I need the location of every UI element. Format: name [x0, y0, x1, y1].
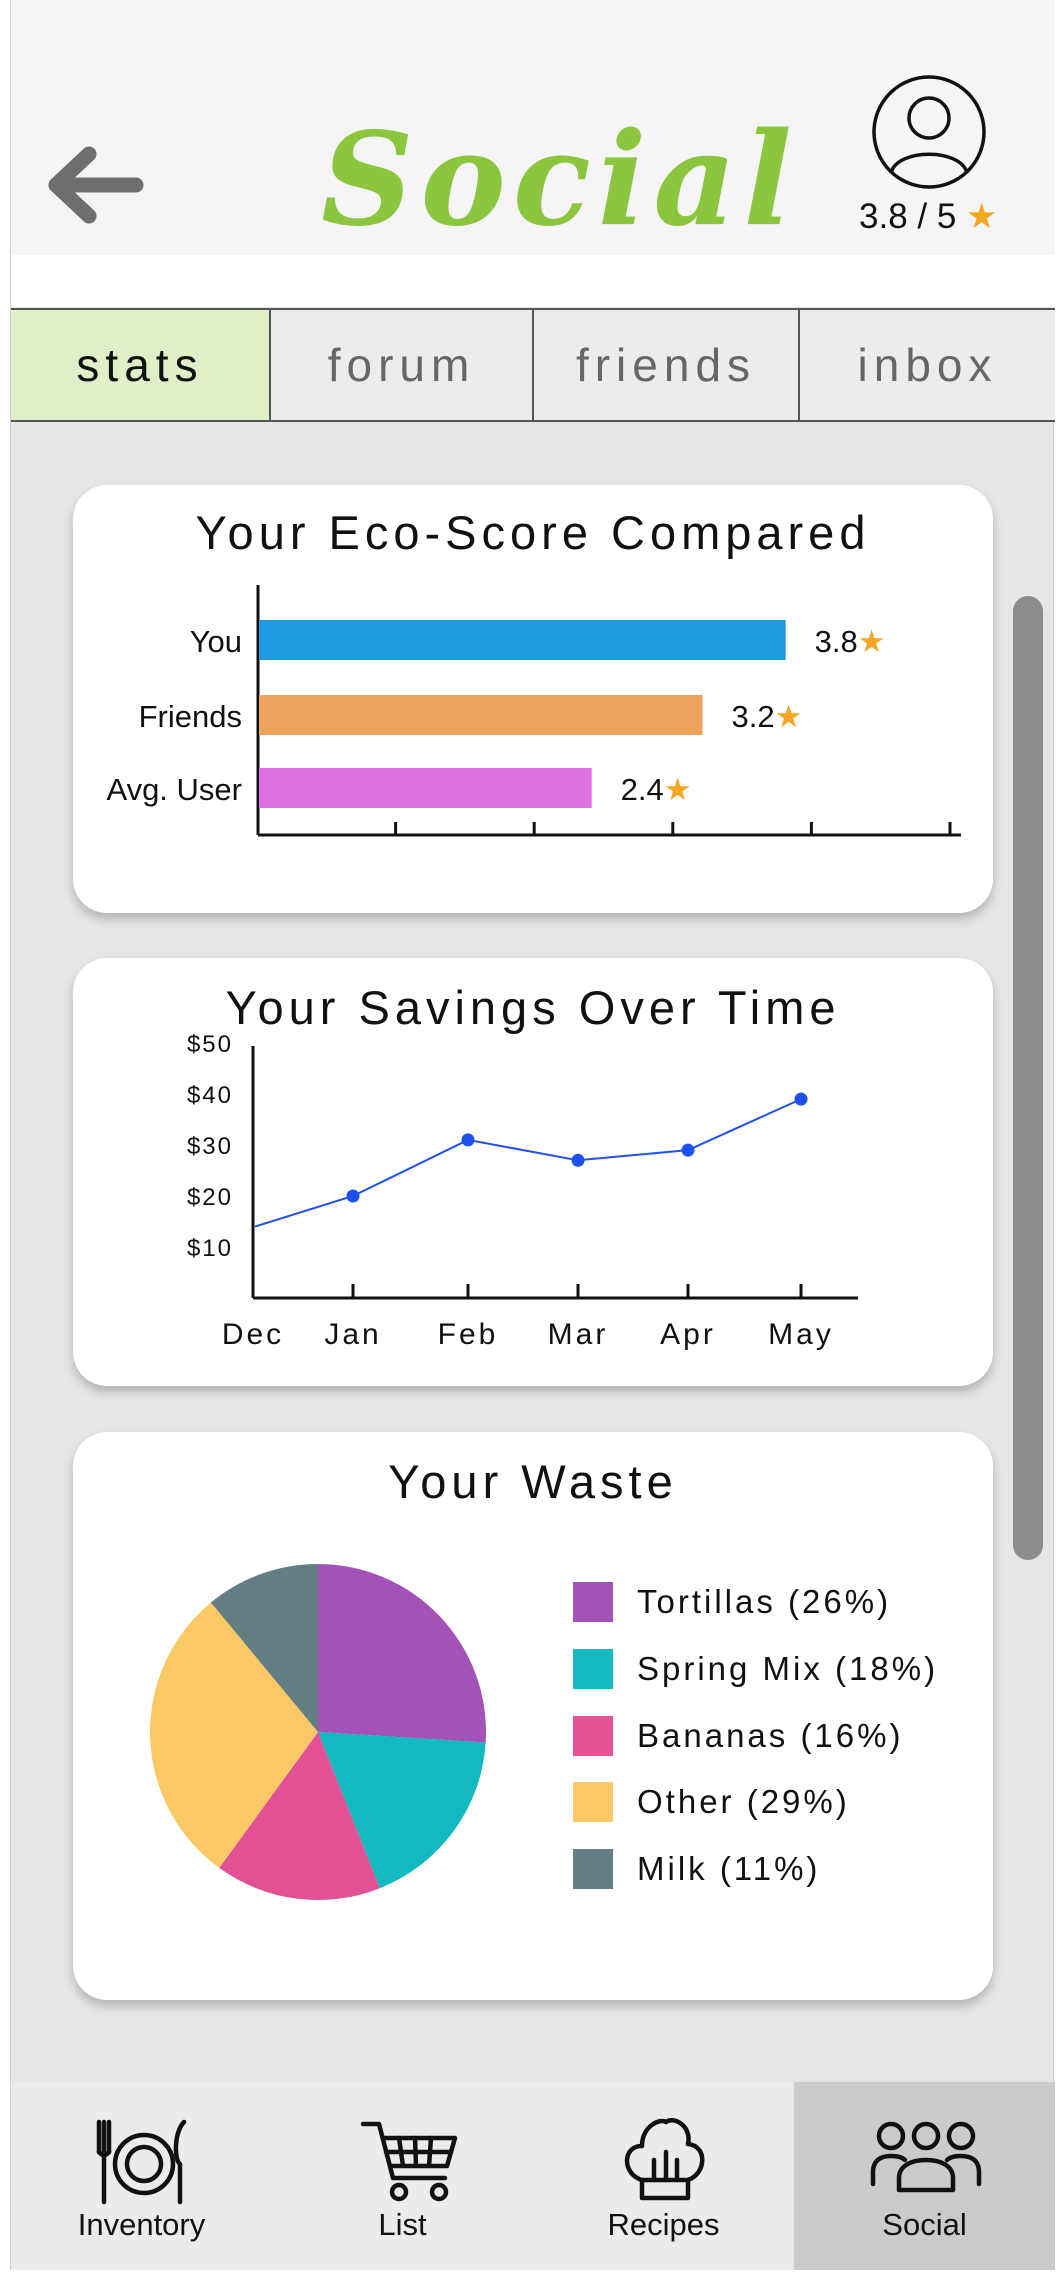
star-icon: ★	[775, 699, 803, 734]
legend-item: Bananas (16%)	[573, 1716, 973, 1756]
legend-swatch	[573, 1649, 613, 1689]
waste-title: Your Waste	[388, 1455, 678, 1508]
legend-label: Tortillas (26%)	[637, 1583, 892, 1620]
category-label: Friends	[139, 699, 242, 734]
legend-item: Other (29%)	[573, 1782, 973, 1822]
bottom-navigation: Inventory List	[11, 2082, 1055, 2270]
nav-social[interactable]: Social	[794, 2082, 1055, 2270]
y-tick-label: $20	[187, 1184, 233, 1211]
data-label-value: 3.2	[732, 699, 775, 734]
x-tick-label: Feb	[438, 1318, 499, 1351]
x-tick-label: Apr	[660, 1318, 716, 1351]
chef-hat-icon	[624, 2118, 705, 2201]
pie-slice	[149, 1602, 318, 1868]
pie-slice	[210, 1564, 318, 1732]
legend-item: Tortillas (26%)	[573, 1582, 973, 1622]
shopping-cart-icon	[360, 2121, 458, 2202]
header: Social 3.8 / 5 ★	[11, 0, 1055, 255]
legend-label: Bananas (16%)	[637, 1717, 904, 1754]
legend-label: Milk (11%)	[637, 1850, 821, 1887]
star-icon: ★	[966, 197, 998, 236]
eco-score-card: Your Eco-Score Compared You 3.8★ Friends 3.…	[73, 485, 993, 913]
legend-swatch	[573, 1582, 613, 1622]
eco-score-title: Your Eco-Score Compared	[195, 506, 871, 559]
savings-title: Your Savings Over Time	[225, 981, 841, 1034]
page-title: Social	[321, 105, 799, 255]
legend-item: Milk (11%)	[573, 1849, 973, 1889]
legend-swatch	[573, 1716, 613, 1756]
nav-label: Social	[882, 2207, 967, 2242]
data-point	[681, 1143, 695, 1157]
y-tick-label: $30	[187, 1133, 233, 1160]
nav-label: Inventory	[77, 2207, 206, 2242]
y-tick-label: $10	[187, 1235, 233, 1262]
star-icon: ★	[664, 772, 692, 807]
data-point	[571, 1153, 585, 1167]
category-label: You	[190, 624, 242, 659]
data-label: 3.2★	[732, 699, 803, 734]
data-point	[461, 1133, 475, 1147]
plate-cutlery-icon	[96, 2119, 187, 2205]
arrow-left-icon	[48, 146, 144, 224]
data-label: 2.4★	[621, 772, 692, 807]
bar	[259, 768, 592, 808]
tab-inbox[interactable]: inbox	[857, 339, 998, 391]
nav-list[interactable]: List	[272, 2082, 533, 2270]
data-point	[346, 1189, 360, 1203]
profile-avatar-button[interactable]	[867, 70, 991, 194]
nav-label: List	[378, 2207, 427, 2242]
bar	[259, 620, 786, 660]
waste-card: Your Waste Tortillas (26%) Spring Mix (1…	[73, 1432, 993, 2000]
category-label: Avg. User	[106, 772, 242, 807]
star-icon: ★	[858, 624, 886, 659]
user-avatar-icon	[872, 75, 986, 189]
savings-line-chart: $10 $20 $30 $40 $50 Dec Jan Feb Mar Apr May	[187, 1031, 858, 1351]
pie-slice	[318, 1564, 486, 1743]
pie-slice	[318, 1732, 486, 1889]
y-tick-label: $50	[187, 1031, 233, 1058]
data-label-value: 2.4	[621, 772, 664, 807]
tab-friends[interactable]: friends	[534, 310, 800, 420]
legend-label: Other (29%)	[637, 1783, 850, 1820]
eco-score-bar-chart: You 3.8★Friends 3.2★Avg. User 2.4★	[106, 585, 961, 837]
nav-inventory[interactable]: Inventory	[11, 2082, 272, 2270]
legend-item: Spring Mix (18%)	[573, 1649, 973, 1689]
legend-swatch	[573, 1849, 613, 1889]
data-point	[794, 1092, 808, 1106]
rating-value: 3.8 / 5	[859, 197, 957, 236]
scrollbar-thumb[interactable]	[1013, 596, 1043, 1560]
waste-pie-chart	[149, 1564, 486, 1900]
x-tick-label: Jan	[324, 1318, 381, 1351]
bar	[259, 695, 703, 735]
pie-slice	[219, 1732, 380, 1900]
header-divider	[11, 255, 1055, 307]
nav-label: Recipes	[607, 2207, 720, 2242]
savings-card: Your Savings Over Time $10 $20 $30 $40 $50 De…	[73, 958, 993, 1386]
x-tick-label: Mar	[548, 1318, 609, 1351]
series-line	[254, 1098, 802, 1228]
back-button[interactable]	[41, 140, 151, 230]
y-tick-label: $40	[187, 1082, 233, 1109]
data-label: 3.8★	[815, 624, 886, 659]
x-tick-label: Dec	[222, 1318, 284, 1351]
legend-label: Spring Mix (18%)	[637, 1650, 939, 1687]
x-tick-label: May	[768, 1318, 834, 1351]
nav-recipes[interactable]: Recipes	[533, 2082, 794, 2270]
people-group-icon	[870, 2121, 982, 2193]
tab-forum[interactable]: forum	[271, 310, 534, 420]
user-rating: 3.8 / 5 ★	[859, 192, 1034, 242]
data-label-value: 3.8	[815, 624, 858, 659]
tab-bar: stats forum friends inbox	[11, 308, 1055, 422]
app-frame: Social 3.8 / 5 ★ stats forum friends inb…	[10, 0, 1055, 2270]
tab-stats[interactable]: stats	[11, 310, 271, 420]
legend-swatch	[573, 1782, 613, 1822]
